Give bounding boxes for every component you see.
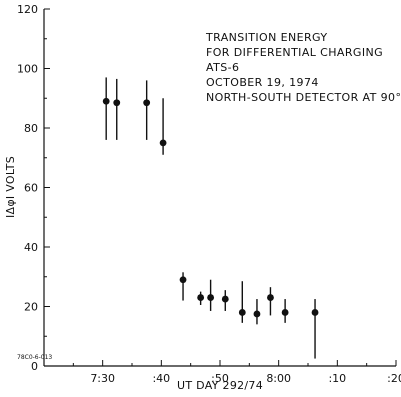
data-point — [253, 299, 261, 325]
tick-marks — [44, 8, 397, 367]
x-tick-label: 7:30 — [90, 372, 115, 385]
x-tick-label: :40 — [152, 372, 170, 385]
data-point — [267, 287, 274, 316]
x-axis-label: UT DAY 292/74 — [177, 379, 263, 392]
chart-title-line: TRANSITION ENERGY — [205, 31, 328, 44]
point-marker — [102, 97, 110, 105]
x-tick-label: 8:00 — [266, 372, 291, 385]
data-point — [102, 77, 110, 140]
data-point — [113, 78, 121, 140]
x-tick-label: :20 — [387, 372, 401, 385]
y-tick-label: 0 — [31, 360, 38, 373]
x-tick-label: :10 — [328, 372, 346, 385]
y-tick-label: 20 — [24, 301, 38, 314]
y-tick-label: 120 — [17, 3, 38, 16]
chart-title-line: ATS-6 — [206, 61, 239, 74]
data-point — [143, 80, 151, 140]
point-marker — [179, 276, 187, 284]
point-marker — [253, 310, 261, 318]
data-point — [311, 299, 319, 359]
point-marker — [221, 295, 229, 303]
x-tick-label: :50 — [211, 372, 229, 385]
chart-title-line: OCTOBER 19, 1974 — [206, 76, 319, 89]
data-point — [159, 98, 167, 155]
point-marker — [113, 99, 121, 107]
y-axis-label: IΔφI VOLTS — [4, 156, 17, 218]
data-point — [221, 290, 229, 311]
tick-labels: 0 20 40 60 80 100 120 7:30 :40 :50 8:00 :10 :20 — [17, 3, 401, 385]
point-marker — [311, 309, 319, 316]
data-points — [102, 77, 319, 359]
chart-title-line: NORTH-SOUTH DETECTOR AT 90° — [206, 91, 401, 104]
point-marker — [207, 294, 215, 301]
data-point — [197, 291, 205, 306]
point-marker — [197, 294, 205, 301]
point-marker — [281, 309, 289, 316]
data-point — [281, 299, 289, 323]
data-point — [207, 279, 215, 311]
point-marker — [267, 294, 274, 301]
y-tick-label: 80 — [24, 122, 38, 135]
chart-title-block: TRANSITION ENERGY FOR DIFFERENTIAL CHARGI… — [205, 31, 401, 104]
y-tick-label: 40 — [24, 241, 38, 254]
figure-id-annotation: 78C0-6-013 — [17, 354, 52, 361]
data-point — [238, 281, 246, 323]
point-marker — [159, 139, 167, 147]
chart-title-line: FOR DIFFERENTIAL CHARGING — [206, 46, 383, 59]
y-tick-label: 100 — [17, 63, 38, 76]
data-point — [179, 272, 187, 301]
y-tick-label: 60 — [24, 182, 38, 195]
point-marker — [238, 309, 246, 316]
point-marker — [143, 99, 151, 107]
